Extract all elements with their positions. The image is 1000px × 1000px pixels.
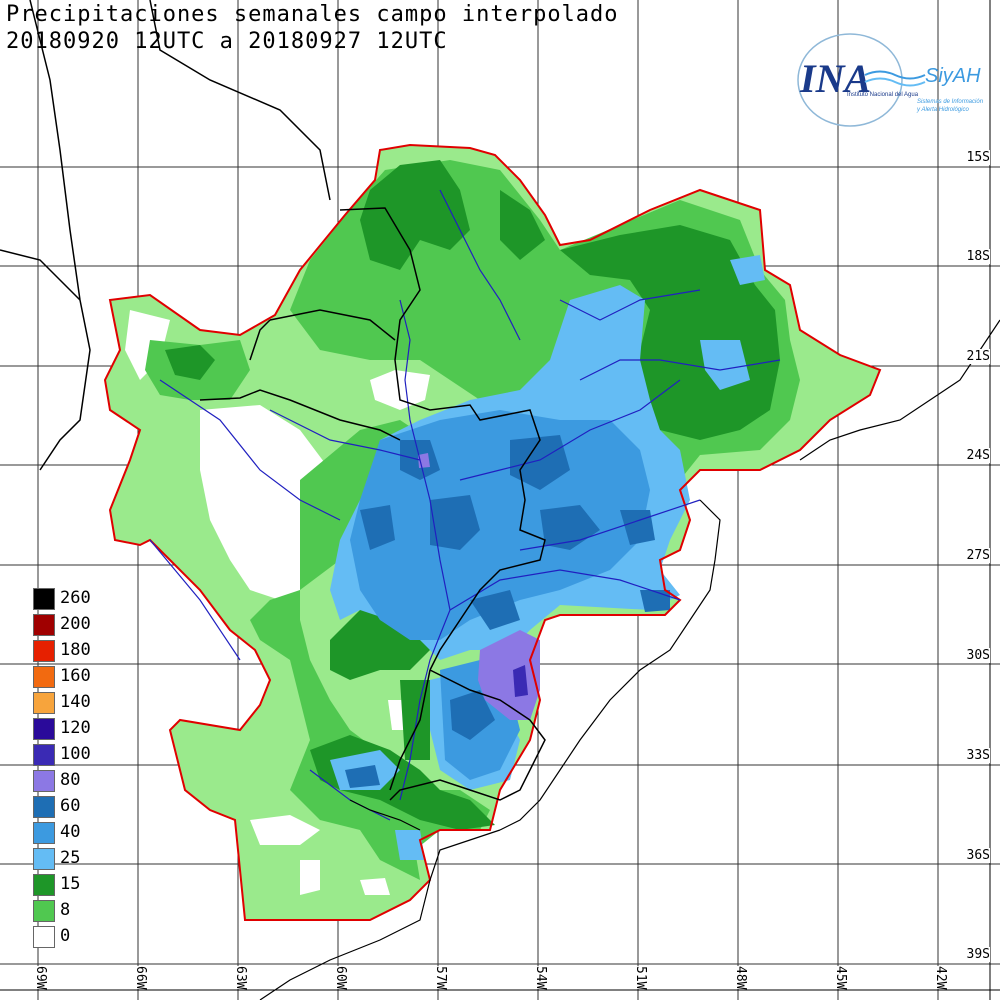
lon-label: 57W [422,966,448,990]
legend-label: 120 [60,718,91,738]
legend-item: 120 [30,716,150,742]
lat-label: 33S [966,748,990,763]
legend-swatch [33,926,55,948]
legend-swatch [33,718,55,740]
legend-label: 260 [60,588,91,608]
legend-label: 200 [60,614,91,634]
lat-label: 24S [966,448,990,463]
legend-swatch [33,588,55,610]
country-borders [0,0,546,801]
legend-label: 0 [60,926,71,946]
legend-swatch [33,900,55,922]
logo-graphic: INA SiyAH Instituto Nacional del Agua Si… [797,33,984,127]
basin-outline [103,143,882,921]
legend-label: 100 [60,744,91,764]
legend-item: 200 [30,612,150,638]
legend-item: 0 [30,924,150,950]
legend-swatch [33,770,55,792]
legend-item: 8 [30,898,150,924]
ina-siyah-logo: INA SiyAH Instituto Nacional del Agua Si… [795,30,995,130]
legend-swatch [33,796,55,818]
legend-swatch [33,614,55,636]
logo-tagline-2: y Alerta Hidrológico [916,107,969,113]
legend-label: 15 [60,874,81,894]
legend-label: 60 [60,796,81,816]
legend-item: 60 [30,794,150,820]
legend-item: 180 [30,638,150,664]
lon-label: 54W [522,966,548,990]
logo-org: Instituto Nacional del Agua [847,92,919,98]
lat-label: 27S [966,548,990,563]
legend-swatch [33,874,55,896]
legend-item: 80 [30,768,150,794]
map-period: 20180920 12UTC a 20180927 12UTC [6,29,448,54]
lon-label: 66W [122,966,148,990]
lon-label: 45W [822,966,848,990]
legend-label: 160 [60,666,91,686]
lat-label: 15S [966,150,990,165]
legend-swatch [33,666,55,688]
lat-label: 18S [966,249,990,264]
legend-item: 40 [30,820,150,846]
lon-label: 42W [922,966,948,990]
logo-mark: INA [799,56,871,101]
lat-label: 39S [966,947,990,962]
lon-label: 60W [322,966,348,990]
lon-label: 69W [22,966,48,990]
lon-label: 48W [722,966,748,990]
legend-label: 140 [60,692,91,712]
legend-swatch [33,640,55,662]
legend-item: 140 [30,690,150,716]
legend-item: 160 [30,664,150,690]
legend-item: 100 [30,742,150,768]
legend-label: 180 [60,640,91,660]
legend-label: 8 [60,900,71,920]
lat-label: 21S [966,349,990,364]
legend-swatch [33,822,55,844]
legend-swatch [33,744,55,766]
lon-label: 51W [622,966,648,990]
legend-item: 25 [30,846,150,872]
legend-label: 40 [60,822,81,842]
precipitation-field [105,145,880,920]
legend-label: 80 [60,770,81,790]
legend-swatch [33,692,55,714]
lon-label: 63W [222,966,248,990]
lat-label: 30S [966,648,990,663]
lat-label: 36S [966,848,990,863]
legend-label: 25 [60,848,81,868]
rivers [149,189,781,821]
legend-item: 15 [30,872,150,898]
legend-item: 260 [30,586,150,612]
logo-tagline-1: Sistemas de Información [917,99,984,105]
map-title: Precipitaciones semanales campo interpol… [6,2,619,27]
logo-product: SiyAH [925,65,981,87]
legend-swatch [33,848,55,870]
